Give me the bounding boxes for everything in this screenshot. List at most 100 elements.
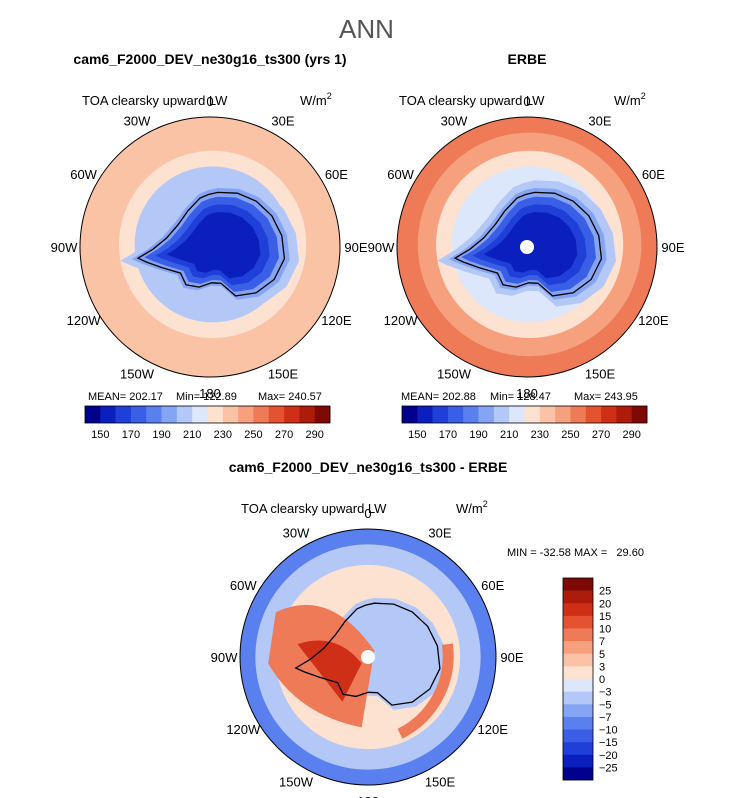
panel2-units-base: W/m [614,93,641,108]
panel3-colorbar-tick: 5 [599,649,605,661]
panel2-mean: MEAN= 202.88 [401,391,476,403]
panel1-field-contour-4 [166,212,261,279]
panel2-lon-label: 150W [437,366,472,381]
page-title: ANN [339,14,394,44]
panel1-colorbar-cell [146,406,162,423]
panel1-lon-label: 60W [70,167,97,182]
panel2-units: W/m2 [614,91,646,108]
panel1-lon-label: 150W [120,366,155,381]
panel1-units: W/m2 [300,91,332,108]
panel3-colorbar-tick: −7 [599,712,612,724]
panel2-colorbar-cell [570,406,587,423]
panel2-variable: TOA clearsky upward LW [399,93,545,108]
panel1-colorbar-tick: 270 [275,429,293,441]
panel1-lon-label: 0 [206,94,213,109]
panel2-lon-label: 0 [523,94,530,109]
panel3-colorbar-cell [563,679,593,692]
panel1-colorbar-cell [85,406,101,423]
panel1-lon-label: 180 [199,386,221,401]
panel3-coastline [294,602,441,706]
panel3-polar-map [239,528,497,786]
panel3-colorbar-frame [562,577,594,781]
panel2-colorbar-cell [478,406,495,423]
panel3-colorbar-tick: −3 [599,687,612,699]
panel1-colorbar-cell [192,406,208,423]
panel1-lon-label: 90E [344,240,367,255]
panel3-colorbar-cell [563,691,593,705]
panel3-min-max: MIN = -32.58 MAX = 29.60 [507,547,644,559]
panel3-colorbar-tick: 15 [599,611,611,623]
panel1-lon-label: 90W [51,240,78,255]
panel3-colorbar-cell [563,767,593,781]
panel1-colorbar-tick: 290 [306,429,324,441]
panel1-colorbar-cell [176,406,193,423]
panel3-lon-label: 0 [364,506,371,521]
panel2-colorbar-cell [539,406,556,423]
panel1-lon-label: 120E [321,313,352,328]
panel2-colorbar: 150 170 190 210 230 250 270 290 [401,405,648,441]
panel2-colorbar-cell [509,406,525,423]
panel2-lon-label: 30W [441,114,468,129]
panel3-colorbar-cell [563,590,593,604]
panel3-pole-hole [361,650,375,664]
panel2-coastline [453,191,603,297]
panel3-colorbar-cell [563,729,593,743]
panel3-colorbar-cell [563,666,593,680]
panel3-colorbar-tick: 20 [599,598,611,610]
panel3-lon-label: 120W [226,722,261,737]
panel1-colorbar-tick: 170 [122,429,140,441]
panel1-colorbar-cell [238,406,254,423]
panel3-lon-label: 90E [500,650,523,665]
panel3-colorbar-tick: −5 [599,699,612,711]
panel1-variable: TOA clearsky upward LW [82,93,228,108]
panel2-colorbar-tick: 270 [592,429,610,441]
panel2-lon-label: 120W [384,313,419,328]
panel1-max: Max= 240.57 [258,391,322,403]
panel2-colorbar-tick: 150 [408,429,426,441]
panel1-polar-map [79,116,341,378]
panel3-lon-label: 180 [357,794,379,798]
panel3-lon-label: 120E [478,722,509,737]
panel3-lon-label: 90W [211,650,238,665]
panel1-colorbar-cell [284,406,300,423]
panel3-colorbar-cell [563,653,593,667]
panel3-colorbar-cell [563,641,593,655]
panel1-colorbar-cell [115,406,132,423]
panel3-units: W/m2 [456,499,488,516]
panel3-lon-label: 30E [428,525,451,540]
panel1-lon-label: 120W [67,313,102,328]
panel1-lon-label: 60E [325,167,348,182]
panel2-lon-label: 120E [638,313,669,328]
panel1-colorbar: 150 170 190 210 230 250 270 290 [84,405,331,441]
panel1-colorbar-tick: 210 [183,429,201,441]
panel2-colorbar-tick: 250 [561,429,579,441]
panel1-colorbar-tick: 150 [91,429,109,441]
panel1-colorbar-frame [84,405,331,424]
panel1-units-base: W/m [300,93,327,108]
panel3-lon-label: 150W [279,775,314,790]
panel1-colorbar-cell [222,406,239,423]
panel3-colorbar-tick: −15 [599,737,618,749]
panel3-colorbar-cell [563,615,593,629]
panel3-colorbar-cell [563,742,593,756]
panel2-colorbar-tick: 210 [500,429,518,441]
panel1-colorbar-cell [253,406,270,423]
panel3-title: cam6_F2000_DEV_ne30g16_ts300 - ERBE [229,459,508,475]
panel2-colorbar-cell [447,406,464,423]
panel3-colorbar-cell [563,578,593,591]
panel1-colorbar-cell [161,406,178,423]
panel3-colorbar-tick: −10 [599,725,618,737]
panel1-min: Min= 122.89 [176,391,237,403]
panel3-colorbar-tick: 7 [599,636,605,648]
panel2-lon-label: 180 [516,386,538,401]
panel2-units-sup: 2 [641,91,646,101]
panel1-colorbar-cell [130,406,147,423]
panel3-colorbar-cell [563,628,593,642]
panel3-colorbar-cell [563,603,593,617]
panel3-lon-label: 30W [283,525,310,540]
panel3-colorbar-tick: 25 [599,586,611,598]
panel3-colorbar-cell [563,704,593,718]
panel3-colorbar-tick: 0 [599,674,605,686]
